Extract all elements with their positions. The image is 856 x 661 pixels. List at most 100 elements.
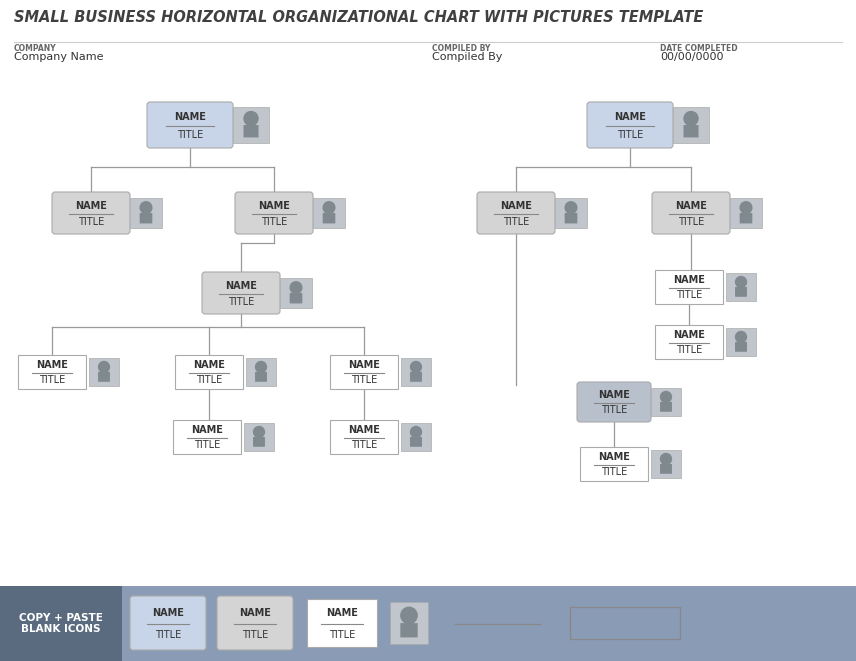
FancyBboxPatch shape — [401, 623, 418, 637]
Text: Company Name: Company Name — [14, 52, 104, 62]
FancyBboxPatch shape — [253, 437, 265, 447]
Circle shape — [140, 202, 152, 214]
FancyBboxPatch shape — [735, 342, 747, 352]
Text: NAME: NAME — [75, 201, 107, 211]
Text: Compiled By: Compiled By — [432, 52, 502, 62]
Text: DATE COMPLETED: DATE COMPLETED — [660, 44, 738, 53]
FancyBboxPatch shape — [660, 464, 672, 474]
Text: TITLE: TITLE — [261, 217, 287, 227]
Text: NAME: NAME — [675, 201, 707, 211]
FancyBboxPatch shape — [740, 213, 752, 223]
FancyBboxPatch shape — [410, 372, 422, 382]
Text: NAME: NAME — [326, 608, 358, 619]
Bar — [0, 586, 122, 661]
Bar — [233, 107, 269, 143]
Text: NAME: NAME — [191, 425, 223, 435]
Bar — [651, 450, 681, 478]
Bar — [401, 358, 431, 386]
Bar — [651, 388, 681, 416]
FancyBboxPatch shape — [683, 125, 698, 137]
Bar — [673, 107, 709, 143]
FancyBboxPatch shape — [175, 355, 243, 389]
Bar — [280, 278, 312, 308]
FancyBboxPatch shape — [140, 213, 152, 223]
Text: TITLE: TITLE — [329, 629, 355, 640]
FancyBboxPatch shape — [255, 372, 267, 382]
Circle shape — [324, 202, 335, 214]
FancyBboxPatch shape — [52, 192, 130, 234]
FancyBboxPatch shape — [477, 192, 555, 234]
FancyBboxPatch shape — [147, 102, 233, 148]
Text: NAME: NAME — [348, 360, 380, 370]
Circle shape — [290, 282, 302, 293]
FancyBboxPatch shape — [98, 372, 110, 382]
Circle shape — [253, 426, 265, 438]
Text: NAME: NAME — [152, 608, 184, 619]
Text: NAME: NAME — [348, 425, 380, 435]
Bar — [726, 273, 756, 301]
Circle shape — [98, 362, 110, 372]
Text: 00/00/0000: 00/00/0000 — [660, 52, 723, 62]
Text: TITLE: TITLE — [678, 217, 704, 227]
FancyBboxPatch shape — [289, 293, 302, 303]
FancyBboxPatch shape — [323, 213, 336, 223]
Text: NAME: NAME — [174, 112, 206, 122]
Bar — [726, 328, 756, 356]
Text: COMPANY: COMPANY — [14, 44, 56, 53]
Text: NAME: NAME — [598, 452, 630, 462]
Text: TITLE: TITLE — [193, 440, 220, 450]
Circle shape — [256, 362, 266, 372]
Text: TITLE: TITLE — [617, 130, 643, 139]
Text: NAME: NAME — [36, 360, 68, 370]
Text: TITLE: TITLE — [39, 375, 65, 385]
Text: TITLE: TITLE — [601, 467, 627, 477]
Bar — [244, 423, 274, 451]
Circle shape — [740, 202, 752, 214]
Text: TITLE: TITLE — [155, 629, 181, 640]
FancyBboxPatch shape — [735, 287, 747, 297]
Bar — [730, 198, 762, 228]
Text: TITLE: TITLE — [177, 130, 203, 139]
FancyBboxPatch shape — [580, 447, 648, 481]
Text: NAME: NAME — [500, 201, 532, 211]
Text: TITLE: TITLE — [196, 375, 222, 385]
Text: NAME: NAME — [673, 330, 705, 340]
FancyBboxPatch shape — [587, 102, 673, 148]
Text: NAME: NAME — [598, 390, 630, 400]
Text: TITLE: TITLE — [351, 440, 377, 450]
FancyBboxPatch shape — [655, 270, 723, 304]
FancyBboxPatch shape — [202, 272, 280, 314]
FancyBboxPatch shape — [307, 599, 377, 647]
Text: TITLE: TITLE — [351, 375, 377, 385]
Circle shape — [401, 607, 417, 623]
Circle shape — [565, 202, 577, 214]
FancyBboxPatch shape — [18, 355, 86, 389]
Text: SMALL BUSINESS HORIZONTAL ORGANIZATIONAL CHART WITH PICTURES TEMPLATE: SMALL BUSINESS HORIZONTAL ORGANIZATIONAL… — [14, 10, 704, 25]
FancyBboxPatch shape — [243, 125, 259, 137]
Circle shape — [411, 426, 421, 438]
Text: NAME: NAME — [673, 275, 705, 285]
Text: TITLE: TITLE — [502, 217, 529, 227]
Bar — [130, 198, 162, 228]
Text: COPY + PASTE
BLANK ICONS: COPY + PASTE BLANK ICONS — [19, 613, 103, 635]
FancyBboxPatch shape — [565, 213, 577, 223]
Circle shape — [735, 332, 746, 342]
FancyBboxPatch shape — [577, 382, 651, 422]
Bar — [401, 423, 431, 451]
FancyBboxPatch shape — [173, 420, 241, 454]
Bar — [390, 602, 428, 644]
FancyBboxPatch shape — [235, 192, 313, 234]
Text: NAME: NAME — [225, 281, 257, 291]
Bar — [570, 607, 680, 639]
FancyBboxPatch shape — [130, 596, 206, 650]
Circle shape — [735, 276, 746, 288]
FancyBboxPatch shape — [652, 192, 730, 234]
Bar — [313, 198, 345, 228]
Text: NAME: NAME — [614, 112, 646, 122]
Text: TITLE: TITLE — [242, 629, 268, 640]
Text: TITLE: TITLE — [601, 405, 627, 415]
Bar — [89, 358, 119, 386]
Circle shape — [661, 453, 671, 465]
Bar — [0, 586, 856, 661]
FancyBboxPatch shape — [330, 420, 398, 454]
